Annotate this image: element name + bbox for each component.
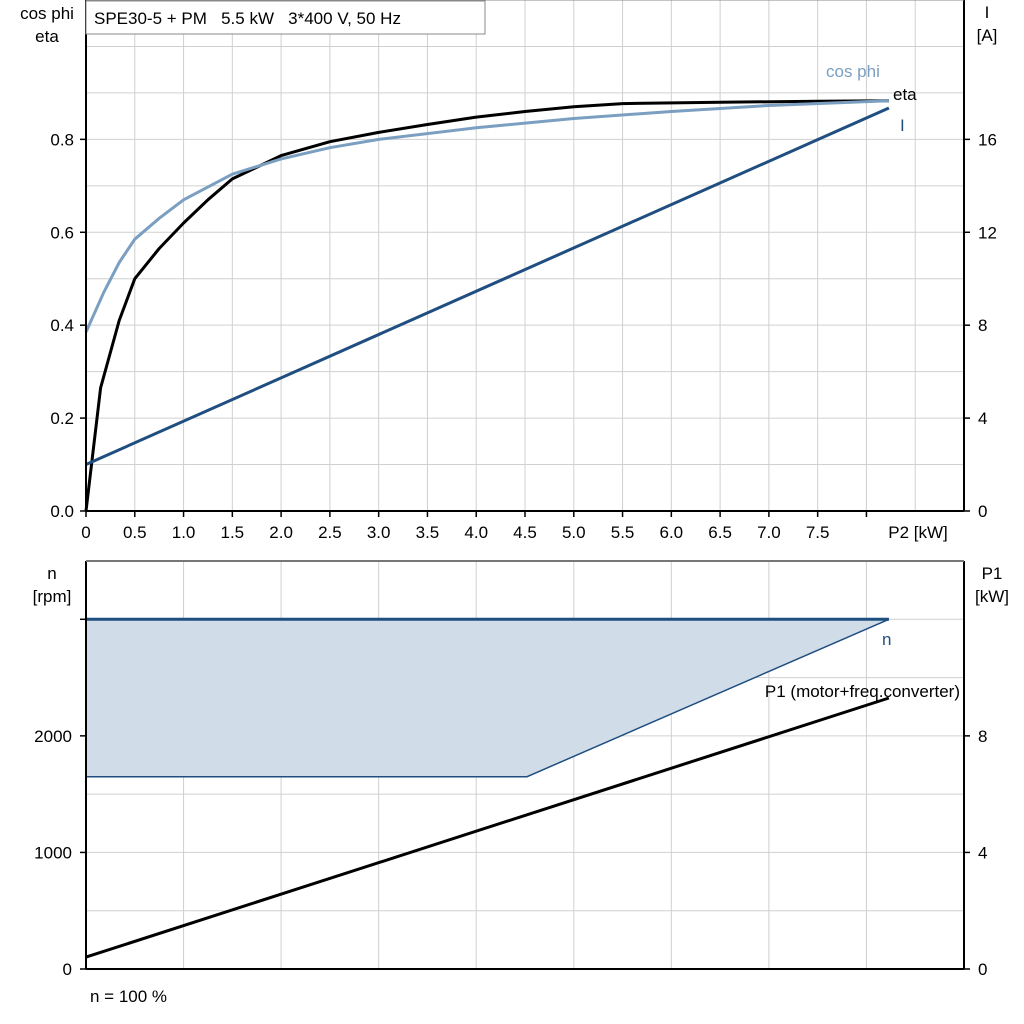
- x-tick-label: 7.5: [806, 523, 830, 542]
- axes: 0 0.5 1.0 1.5 2.0 2.5 3.0 3.5 4.0 4.5 5.0 5.5 6.0 6.5…: [34, 0, 997, 979]
- series-n-lower-limit: [86, 618, 890, 778]
- speed-range-fill: [86, 619, 889, 777]
- series-label-cos-phi: cos phi: [826, 62, 880, 81]
- y-left-tick-label: 0.8: [50, 130, 74, 149]
- x-tick-label: 0.5: [123, 523, 147, 542]
- y-left-tick-label: 2000: [34, 727, 72, 746]
- y-right-tick-label: 8: [978, 316, 987, 335]
- bottom-right-axis-label-2: [kW]: [975, 587, 1009, 606]
- x-tick-label: 7.0: [757, 523, 781, 542]
- title-box: [85, 0, 486, 35]
- y-right-tick-label: 4: [978, 843, 987, 862]
- y-right-tick-label: 12: [978, 223, 997, 242]
- x-tick-label: 1.5: [221, 523, 245, 542]
- top-left-axis-label-1: cos phi: [20, 4, 74, 23]
- y-right-tick-label: 0: [978, 960, 987, 979]
- top-series: [84, 99, 890, 512]
- y-right-tick-label: 4: [978, 409, 987, 428]
- series-label-n: n: [882, 630, 891, 649]
- y-right-tick-label: 8: [978, 727, 987, 746]
- x-axis-label: P2 [kW]: [888, 523, 948, 542]
- top-grid: [86, 0, 964, 511]
- x-tick-label: 6.5: [708, 523, 732, 542]
- series-eta: [84, 99, 889, 512]
- y-left-tick-label: 0: [63, 960, 72, 979]
- x-tick-label: 5.5: [611, 523, 635, 542]
- y-left-tick-label: 0.0: [50, 502, 74, 521]
- x-tick-label: 2.5: [318, 523, 342, 542]
- x-tick-label: 4.5: [513, 523, 537, 542]
- y-left-tick-label: 0.4: [50, 316, 74, 335]
- chart-title: SPE30-5 + PM 5.5 kW 3*400 V, 50 Hz: [94, 9, 401, 28]
- x-tick-label: 5.0: [562, 523, 586, 542]
- bottom-right-axis-label-1: P1: [982, 564, 1003, 583]
- top-left-axis-label-2: eta: [35, 27, 59, 46]
- series-label-p1: P1 (motor+freq.converter): [765, 682, 960, 701]
- x-tick-label: 3.5: [416, 523, 440, 542]
- speed-range-area: [86, 619, 889, 777]
- series-label-i: I: [900, 116, 905, 135]
- footnote: n = 100 %: [90, 987, 167, 1006]
- x-tick-label: 1.0: [172, 523, 196, 542]
- x-tick-label: 3.0: [367, 523, 391, 542]
- series-label-eta: eta: [893, 85, 917, 104]
- y-left-tick-label: 1000: [34, 843, 72, 862]
- y-right-tick-label: 16: [978, 130, 997, 149]
- x-tick-label: 0: [81, 523, 90, 542]
- y-left-tick-label: 0.2: [50, 409, 74, 428]
- x-tick-label: 2.0: [269, 523, 293, 542]
- series-i: [85, 106, 890, 466]
- series-p1-motor-freq-converter-: [85, 696, 890, 959]
- x-tick-label: 6.0: [660, 523, 684, 542]
- bottom-series: [85, 617, 890, 959]
- bottom-left-axis-label-1: n: [47, 564, 56, 583]
- bottom-left-axis-label-2: [rpm]: [33, 587, 72, 606]
- y-left-tick-label: 0.6: [50, 223, 74, 242]
- top-right-axis-label-2: [A]: [977, 26, 998, 45]
- series-cos-phi: [84, 99, 889, 333]
- x-tick-label: 4.0: [464, 523, 488, 542]
- y-right-tick-label: 0: [978, 502, 987, 521]
- top-right-axis-label-1: I: [985, 3, 990, 22]
